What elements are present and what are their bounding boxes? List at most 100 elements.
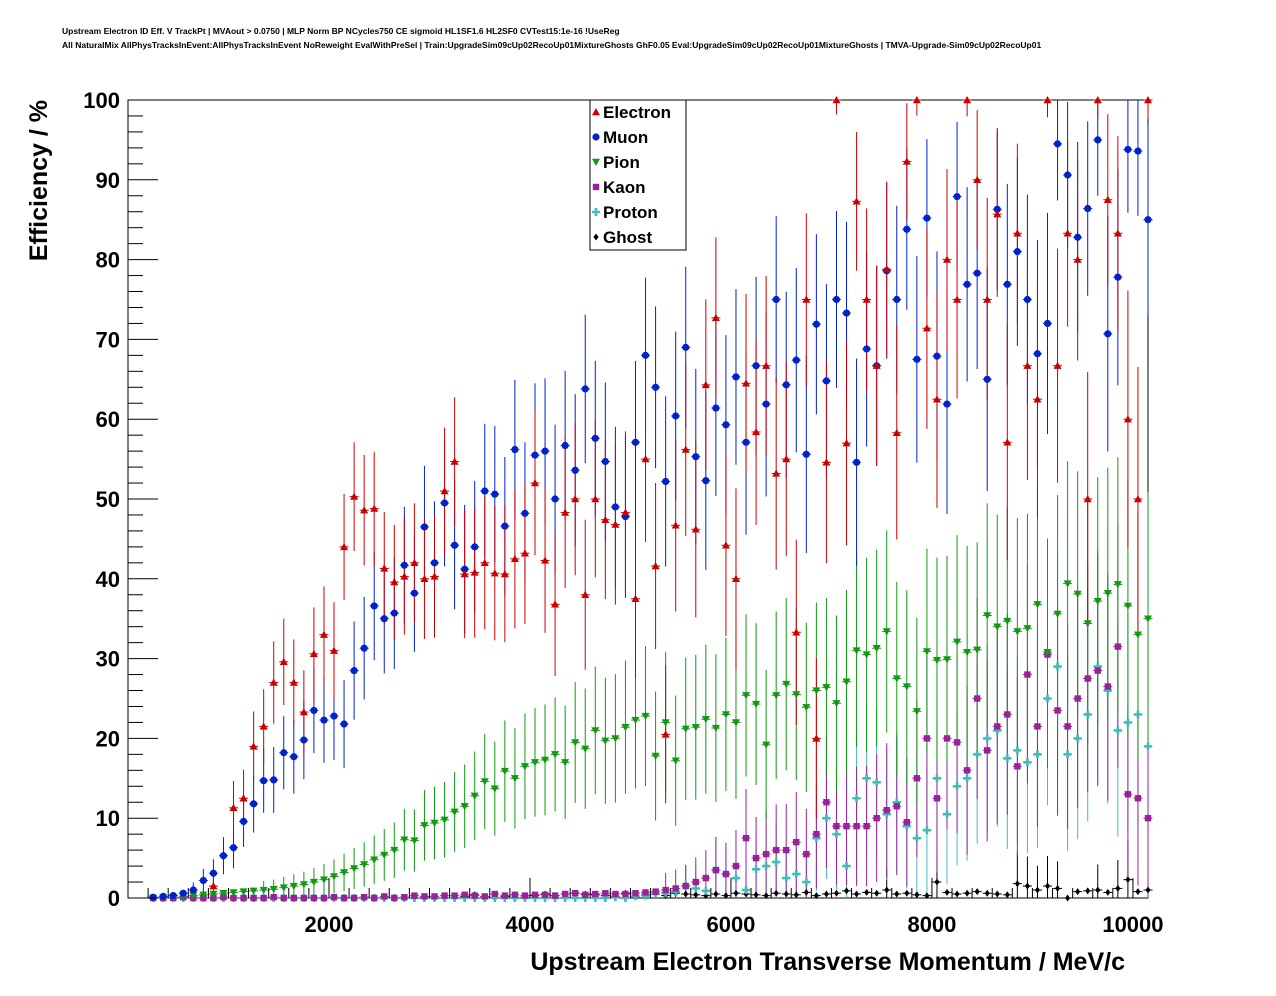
muon-series	[149, 136, 1152, 901]
pion-point	[199, 891, 208, 899]
proton-point	[832, 830, 841, 839]
kaon-point	[1024, 671, 1031, 678]
electron-point	[340, 542, 349, 551]
electron-point	[872, 361, 881, 369]
muon-point	[461, 565, 469, 573]
muon-point	[471, 543, 479, 551]
legend-label-muon: Muon	[603, 128, 648, 147]
pion-point	[470, 792, 479, 800]
ghost-point	[864, 888, 870, 896]
pion-point	[360, 861, 369, 869]
electron-point	[943, 255, 952, 263]
legend-marker-proton	[592, 208, 600, 216]
muon-point	[390, 609, 398, 617]
muon-point	[1003, 280, 1011, 288]
kaon-point	[401, 894, 408, 901]
pion-point	[772, 692, 781, 700]
kaon-point	[903, 818, 911, 826]
pion-point	[1063, 580, 1072, 588]
kaon-point	[893, 803, 900, 810]
pion-point	[872, 645, 881, 653]
electron-point	[460, 570, 469, 578]
proton-error-bars	[148, 550, 1153, 899]
pion-point	[621, 724, 630, 732]
kaon-point	[1144, 815, 1152, 822]
muon-point	[903, 225, 911, 233]
pion-point	[671, 757, 680, 765]
electron-point	[249, 742, 258, 750]
muon-point	[1144, 216, 1152, 224]
electron-point	[229, 803, 238, 812]
electron-point	[581, 590, 590, 598]
muon-point	[260, 777, 268, 785]
electron-point	[932, 395, 941, 403]
kaon-point	[943, 735, 951, 742]
ghost-point	[974, 888, 980, 896]
kaon-point	[1084, 675, 1091, 682]
proton-series	[149, 662, 1152, 902]
y-tick-label: 30	[96, 647, 120, 672]
muon-point	[933, 352, 941, 360]
electron-point	[410, 558, 419, 567]
proton-point	[1133, 710, 1142, 719]
proton-point	[742, 886, 751, 895]
electron-point	[963, 96, 972, 104]
kaon-point	[230, 894, 237, 902]
pion-point	[380, 851, 389, 859]
kaon-point	[833, 822, 840, 830]
muon-point	[219, 852, 228, 860]
proton-point	[561, 894, 570, 902]
muon-point	[832, 295, 841, 304]
proton-point	[1063, 750, 1072, 759]
pion-point	[229, 889, 238, 897]
ghost-point	[733, 889, 739, 897]
muon-point	[923, 214, 931, 222]
proton-point	[902, 822, 911, 831]
kaon-point	[280, 894, 287, 902]
ghost-point	[1075, 888, 1081, 896]
axes: 2000 4000 6000 8000 10000 0 10 20 30 40 50 60 70 80 90…	[83, 88, 1163, 937]
kaon-point	[642, 889, 649, 896]
legend-box	[589, 99, 687, 251]
pion-point	[400, 836, 409, 844]
ghost-point	[803, 888, 809, 896]
proton-point	[852, 794, 861, 803]
kaon-point	[290, 894, 298, 902]
legend-label-proton: Proton	[603, 203, 658, 222]
legend-marker-ghost	[593, 233, 599, 241]
legend-marker-pion	[592, 158, 600, 166]
kaon-point	[431, 893, 438, 900]
ghost-point	[984, 889, 990, 897]
muon-point	[159, 892, 167, 901]
muon-point	[863, 345, 871, 353]
electron-point	[772, 469, 781, 477]
kaon-point	[270, 894, 277, 901]
ghost-point	[1065, 894, 1071, 902]
muon-point	[551, 495, 559, 503]
kaon-point	[461, 891, 468, 899]
electron-point	[299, 708, 308, 716]
kaon-error-bars	[148, 525, 1153, 899]
proton-point	[862, 774, 871, 783]
pion-point	[440, 816, 449, 824]
muon-point	[1104, 330, 1112, 338]
electron-point	[822, 458, 831, 466]
kaon-point	[752, 854, 760, 862]
electron-point	[922, 324, 931, 332]
kaon-point	[873, 815, 880, 822]
muon-point	[380, 615, 388, 623]
legend-label-ghost: Ghost	[603, 228, 652, 247]
kaon-point	[702, 874, 710, 882]
electron-point	[470, 568, 479, 576]
pion-point	[943, 656, 952, 664]
muon-point	[1114, 273, 1122, 281]
proton-point	[701, 886, 710, 895]
proton-point	[1113, 726, 1122, 735]
ghost-point	[894, 890, 900, 898]
muon-point	[1094, 136, 1102, 144]
electron-point	[882, 265, 891, 273]
muon-point	[1124, 145, 1132, 154]
pion-point	[661, 719, 670, 727]
proton-point	[1083, 710, 1092, 719]
pion-point	[983, 612, 992, 620]
